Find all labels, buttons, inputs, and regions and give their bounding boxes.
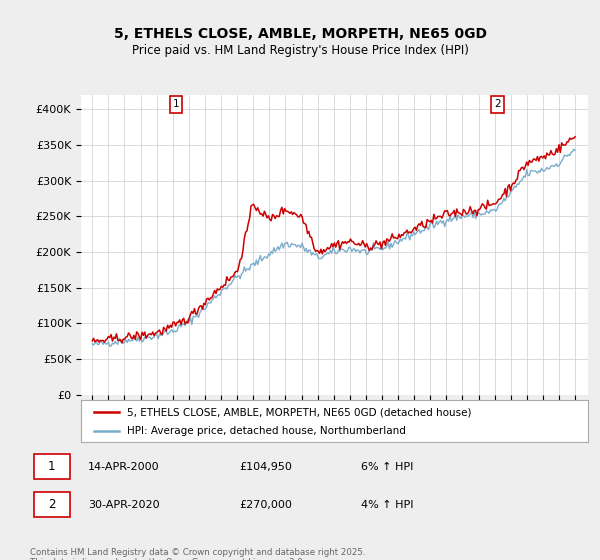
Text: 1: 1 xyxy=(173,100,179,109)
Text: 2: 2 xyxy=(48,498,55,511)
Text: 6% ↑ HPI: 6% ↑ HPI xyxy=(361,461,413,472)
Text: HPI: Average price, detached house, Northumberland: HPI: Average price, detached house, Nort… xyxy=(127,426,406,436)
FancyBboxPatch shape xyxy=(34,454,70,479)
Text: Price paid vs. HM Land Registry's House Price Index (HPI): Price paid vs. HM Land Registry's House … xyxy=(131,44,469,57)
Text: £104,950: £104,950 xyxy=(240,461,293,472)
Text: 30-APR-2020: 30-APR-2020 xyxy=(88,500,160,510)
FancyBboxPatch shape xyxy=(34,492,70,517)
Text: £270,000: £270,000 xyxy=(240,500,293,510)
Text: 4% ↑ HPI: 4% ↑ HPI xyxy=(361,500,414,510)
Text: 14-APR-2000: 14-APR-2000 xyxy=(88,461,160,472)
Text: 2: 2 xyxy=(494,100,501,109)
Text: Contains HM Land Registry data © Crown copyright and database right 2025.
This d: Contains HM Land Registry data © Crown c… xyxy=(30,548,365,560)
Text: 5, ETHELS CLOSE, AMBLE, MORPETH, NE65 0GD: 5, ETHELS CLOSE, AMBLE, MORPETH, NE65 0G… xyxy=(113,27,487,41)
Text: 1: 1 xyxy=(48,460,55,473)
Text: 5, ETHELS CLOSE, AMBLE, MORPETH, NE65 0GD (detached house): 5, ETHELS CLOSE, AMBLE, MORPETH, NE65 0G… xyxy=(127,407,471,417)
